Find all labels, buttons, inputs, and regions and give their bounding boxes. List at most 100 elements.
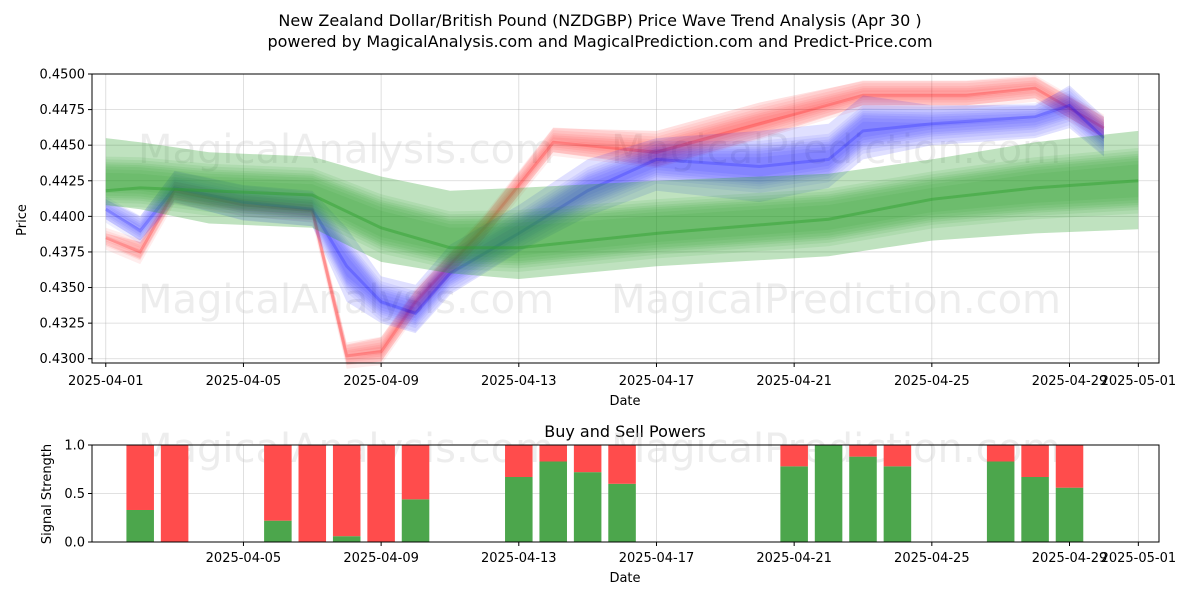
green-envelope bbox=[105, 130, 1139, 279]
price-y-tick-label: 0.4475 bbox=[40, 103, 86, 118]
buy-power-bar bbox=[883, 466, 912, 542]
sell-power-bar bbox=[401, 445, 430, 500]
green-wave-band bbox=[105, 150, 1139, 259]
sell-power-bar bbox=[986, 445, 1015, 462]
sell-power-bar bbox=[332, 445, 361, 537]
sell-power-bar bbox=[505, 445, 533, 478]
sell-power-bar bbox=[264, 445, 292, 521]
price-y-label: Price bbox=[15, 204, 30, 236]
sell-power-bar bbox=[883, 445, 912, 467]
sell-power-bar bbox=[573, 445, 602, 473]
price-x-tick-label: 2025-04-25 bbox=[894, 374, 970, 389]
signal-x-tick-label: 2025-05-01 bbox=[1101, 551, 1177, 566]
price-grid bbox=[92, 73, 1159, 363]
signal-x-tick-label: 2025-04-29 bbox=[1032, 551, 1108, 566]
buy-power-bar bbox=[332, 536, 361, 542]
blue-wave-band bbox=[105, 97, 1104, 326]
blue-wave-band bbox=[105, 100, 1104, 329]
blue-wave-band bbox=[105, 90, 1104, 319]
signal-y-tick-label: 0.0 bbox=[64, 536, 85, 551]
price-y-tick-label: 0.4400 bbox=[40, 210, 86, 225]
price-x-label: Date bbox=[609, 394, 640, 409]
sell-power-bar bbox=[126, 445, 154, 510]
price-x-tick-label: 2025-04-01 bbox=[68, 374, 144, 389]
price-plot-area bbox=[92, 74, 1159, 363]
price-x-tick-label: 2025-04-29 bbox=[1032, 374, 1108, 389]
blue-wave-band bbox=[105, 93, 1104, 321]
buy-power-bar bbox=[126, 509, 154, 542]
green-wave-band bbox=[105, 155, 1139, 264]
price-x-tick-label: 2025-04-13 bbox=[481, 374, 557, 389]
price-y-tick-label: 0.4500 bbox=[40, 68, 86, 83]
price-watermarks: MagicalAnalysis.com MagicalPrediction.co… bbox=[138, 127, 1061, 323]
sell-power-bar bbox=[849, 445, 877, 457]
red-envelope bbox=[105, 76, 1104, 365]
price-y-tick-label: 0.4350 bbox=[40, 281, 86, 296]
sell-power-bar bbox=[780, 445, 808, 467]
buy-power-bar bbox=[264, 520, 292, 542]
price-y-tick-label: 0.4425 bbox=[40, 174, 86, 189]
price-x-tick-label: 2025-04-09 bbox=[343, 374, 419, 389]
price-y-tick-label: 0.4375 bbox=[40, 245, 86, 260]
signal-chart: Buy and Sell Powers MagicalAnalysis.com … bbox=[40, 422, 1176, 586]
blue-envelope bbox=[105, 85, 1104, 334]
blue-wave-band bbox=[105, 103, 1104, 332]
price-chart: MagicalAnalysis.com MagicalPrediction.co… bbox=[15, 68, 1176, 410]
figure-title: New Zealand Dollar/British Pound (NZDGBP… bbox=[278, 11, 921, 30]
buy-power-bar bbox=[780, 466, 808, 542]
watermark-analysis-top: MagicalAnalysis.com bbox=[138, 127, 554, 173]
buy-power-bar bbox=[608, 483, 636, 542]
green-wave-band bbox=[105, 160, 1139, 269]
buy-power-bar bbox=[539, 461, 567, 542]
signal-y-axis: 0.0 0.5 1.0 bbox=[64, 439, 92, 551]
price-plot-frame bbox=[91, 73, 1160, 364]
sell-power-bar bbox=[160, 445, 189, 542]
signal-x-label: Date bbox=[609, 571, 640, 586]
signal-x-tick-label: 2025-04-05 bbox=[206, 551, 282, 566]
signal-x-tick-label: 2025-04-21 bbox=[756, 551, 832, 566]
buy-power-bar bbox=[814, 445, 843, 542]
price-y-tick-label: 0.4450 bbox=[40, 139, 86, 154]
watermark-prediction-top: MagicalPrediction.com bbox=[611, 127, 1061, 173]
signal-chart-title: Buy and Sell Powers bbox=[544, 422, 706, 441]
green-wave-band bbox=[105, 158, 1139, 266]
price-y-tick-label: 0.4325 bbox=[40, 317, 86, 332]
signal-y-tick-label: 0.5 bbox=[64, 487, 85, 502]
price-x-tick-label: 2025-04-21 bbox=[756, 374, 832, 389]
green-wave-band bbox=[105, 164, 1139, 272]
buy-power-bar bbox=[505, 477, 533, 542]
price-x-tick-label: 2025-04-17 bbox=[619, 374, 695, 389]
sell-power-bar bbox=[298, 445, 327, 542]
green-wave-line bbox=[105, 179, 1139, 250]
signal-x-tick-label: 2025-04-13 bbox=[481, 551, 557, 566]
sell-power-bar bbox=[1021, 445, 1049, 478]
blue-wave-band bbox=[105, 87, 1104, 316]
sell-power-bar bbox=[1055, 445, 1084, 488]
buy-power-bar bbox=[849, 456, 877, 542]
watermark-analysis-bottom: MagicalAnalysis.com bbox=[138, 277, 554, 323]
red-wave-line bbox=[105, 86, 1105, 358]
buy-power-bar bbox=[1055, 487, 1084, 542]
signal-x-tick-label: 2025-04-25 bbox=[894, 551, 970, 566]
signal-y-tick-label: 1.0 bbox=[64, 439, 85, 454]
sell-power-bar bbox=[539, 445, 567, 462]
signal-bars bbox=[126, 445, 1084, 542]
watermark-prediction-bottom: MagicalPrediction.com bbox=[611, 277, 1061, 323]
price-x-tick-label: 2025-05-01 bbox=[1101, 374, 1177, 389]
sell-power-bar bbox=[367, 445, 395, 542]
green-wave-band bbox=[105, 153, 1139, 262]
price-x-tick-label: 2025-04-05 bbox=[206, 374, 282, 389]
signal-x-tick-label: 2025-04-09 bbox=[343, 551, 419, 566]
figure-subtitle: powered by MagicalAnalysis.com and Magic… bbox=[267, 32, 932, 51]
price-y-axis: 0.4300 0.4325 0.4350 0.4375 0.4400 0.4425 0.44… bbox=[40, 68, 92, 367]
blue-wave-band bbox=[105, 95, 1104, 324]
buy-power-bar bbox=[986, 461, 1015, 542]
blue-wave-line bbox=[105, 103, 1105, 315]
price-y-tick-label: 0.4300 bbox=[40, 352, 86, 367]
signal-x-axis: 2025-04-05 2025-04-09 2025-04-13 2025-04-17… bbox=[206, 542, 1176, 566]
signal-y-label: Signal Strength bbox=[40, 444, 55, 544]
price-x-axis: 2025-04-01 2025-04-05 2025-04-09 2025-04-13… bbox=[68, 363, 1176, 389]
green-wave-band bbox=[105, 148, 1139, 256]
